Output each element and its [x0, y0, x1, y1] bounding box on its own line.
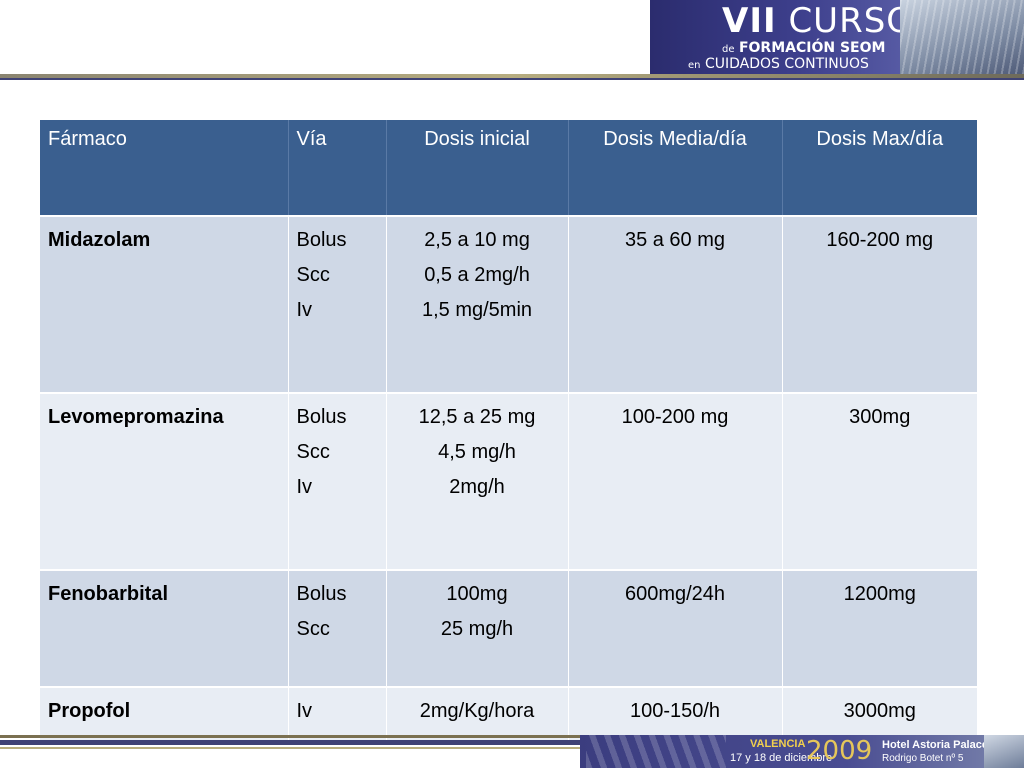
max-dose-cell: 1200mg [782, 569, 977, 687]
drug-name: Fenobarbital [40, 569, 289, 687]
drug-name: Levomepromazina [40, 392, 289, 570]
event-dates: 17 y 18 de diciembre [730, 752, 833, 764]
route-value: Scc [296, 618, 330, 640]
initial-dose-value: 2,5 a 10 mg [424, 229, 530, 251]
initial-dose-value: 4,5 mg/h [438, 441, 516, 463]
initial-dose-value: 25 mg/h [440, 618, 514, 640]
route-value: Scc [296, 441, 330, 463]
footer-rule-light [0, 747, 580, 749]
initial-dose-value: 0,5 a 2mg/h [424, 264, 530, 286]
route-value: Iv [296, 476, 313, 498]
header-max-dose: Dosis Max/día [782, 120, 977, 216]
initial-dose-cell: 12,5 a 25 mg 4,5 mg/h 2mg/h [386, 392, 569, 570]
mean-dose-cell: 100-200 mg [568, 392, 783, 570]
event-footer: VALENCIA 17 y 18 de diciembre 2009 Hotel… [580, 735, 1024, 768]
mean-dose-cell: 35 a 60 mg [568, 215, 783, 393]
route-cell: Bolus Scc [288, 569, 387, 687]
event-hotel: Hotel Astoria Palace [882, 739, 988, 751]
initial-dose-cell: 100mg 25 mg/h [386, 569, 569, 687]
header-drug: Fármaco [40, 120, 289, 216]
route-cell: Bolus Scc Iv [288, 215, 387, 393]
table-header-row: Fármaco Vía Dosis inicial Dosis Media/dí… [40, 120, 977, 216]
banner-title: VII CURSO [722, 1, 915, 41]
drug-name: Midazolam [40, 215, 289, 393]
header-initial-dose: Dosis inicial [386, 120, 569, 216]
initial-dose-value: 2mg/Kg/hora [419, 700, 535, 722]
event-city: VALENCIA [750, 738, 806, 750]
route-cell: Bolus Scc Iv [288, 392, 387, 570]
initial-dose-value: 12,5 a 25 mg [418, 406, 536, 428]
dosage-table: Fármaco Vía Dosis inicial Dosis Media/dí… [40, 120, 977, 745]
footer-rule [0, 735, 580, 738]
max-dose-cell: 160-200 mg [782, 215, 977, 393]
mean-dose-cell: 600mg/24h [568, 569, 783, 687]
header-rule [0, 74, 1024, 78]
route-value: Bolus [296, 583, 347, 605]
table-row: Levomepromazina Bolus Scc Iv 12,5 a 25 m… [40, 392, 977, 570]
initial-dose-cell: 2,5 a 10 mg 0,5 a 2mg/h 1,5 mg/5min [386, 215, 569, 393]
banner-line-3: en CUIDADOS CONTINUOS [688, 56, 869, 72]
initial-dose-value: 1,5 mg/5min [421, 299, 533, 321]
header-route: Vía [288, 120, 387, 216]
course-banner: VII CURSO de FORMACIÓN SEOM en CUIDADOS … [650, 0, 1024, 74]
table-row: Fenobarbital Bolus Scc 100mg 25 mg/h 600… [40, 569, 977, 687]
route-value: Bolus [296, 229, 347, 251]
header-rule-dark [0, 78, 1024, 80]
banner-line-2: de FORMACIÓN SEOM [722, 40, 886, 56]
route-value: Bolus [296, 406, 347, 428]
hotel-image [984, 735, 1024, 768]
route-value: Iv [296, 299, 313, 321]
route-value: Iv [296, 700, 313, 722]
max-dose-cell: 300mg [782, 392, 977, 570]
initial-dose-value: 100mg [446, 583, 508, 605]
route-value: Scc [296, 264, 330, 286]
event-address: Rodrigo Botet nº 5 [882, 753, 964, 764]
event-year: 2009 [806, 736, 873, 766]
valencia-logo-graphic [586, 735, 726, 768]
footer-rule-dark [0, 740, 580, 745]
building-image [900, 0, 1024, 74]
table-row: Midazolam Bolus Scc Iv 2,5 a 10 mg 0,5 a… [40, 215, 977, 393]
header-mean-dose: Dosis Media/día [568, 120, 783, 216]
initial-dose-value: 2mg/h [449, 476, 505, 498]
